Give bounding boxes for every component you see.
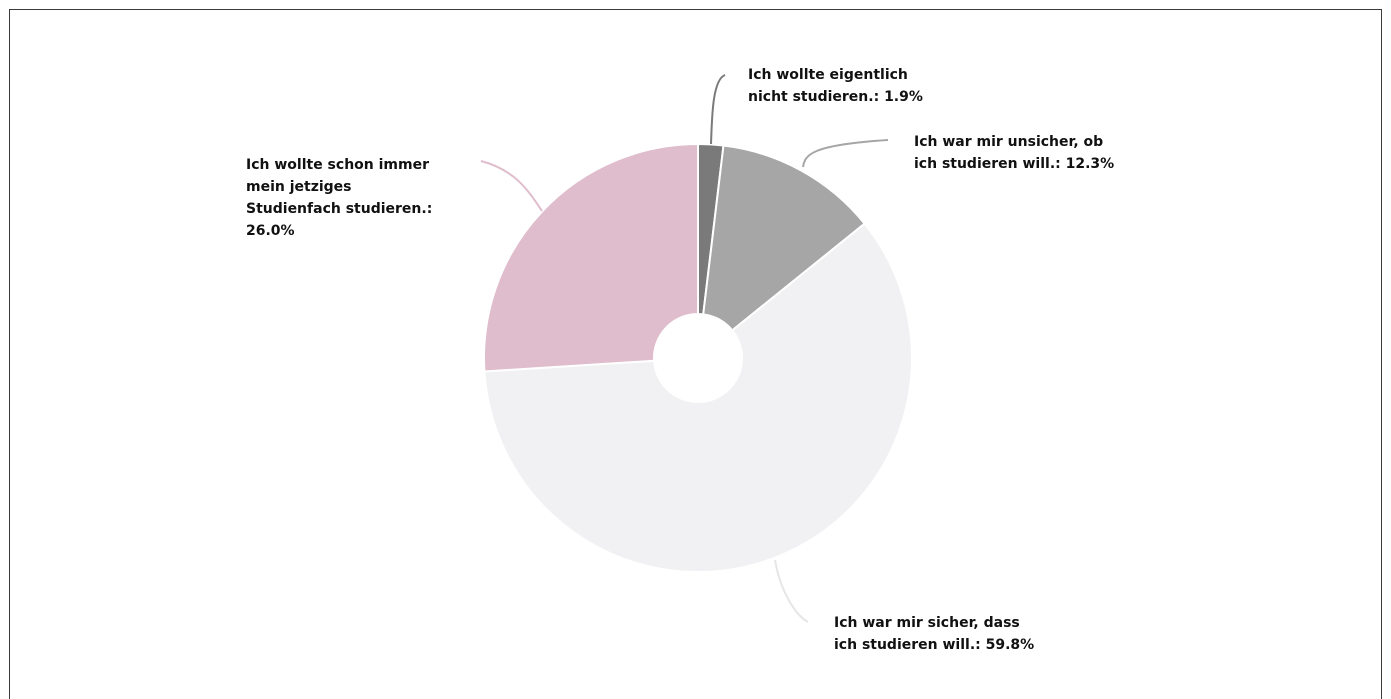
leader-line-2 bbox=[774, 559, 809, 623]
slice-label-line: ich studieren will.: 59.8% bbox=[834, 637, 1034, 653]
leader-line-1 bbox=[802, 139, 889, 168]
leader-line-3 bbox=[480, 160, 543, 212]
pie-slices bbox=[483, 142, 913, 573]
slice-label-line: Studienfach studieren.: bbox=[246, 201, 432, 217]
slice-label-line: Ich war mir unsicher, ob bbox=[914, 134, 1103, 150]
slice-label-line: 26.0% bbox=[246, 223, 295, 239]
slice-label-1: Ich war mir unsicher, ob ich studieren wi… bbox=[914, 134, 1114, 172]
pie-slice-1 bbox=[702, 144, 866, 332]
slice-labels: Ich wollte eigentlich nicht studieren.: 1… bbox=[246, 67, 1114, 653]
slice-label-line: mein jetziges bbox=[246, 179, 352, 195]
slice-label-0: Ich wollte eigentlich nicht studieren.: 1… bbox=[748, 67, 923, 105]
leader-line-0 bbox=[710, 74, 726, 145]
pie-slice-3 bbox=[483, 142, 699, 373]
slice-label-line: ich studieren will.: 12.3% bbox=[914, 156, 1114, 172]
pie-slice-2 bbox=[483, 222, 913, 573]
slice-label-line: nicht studieren.: 1.9% bbox=[748, 89, 923, 105]
slice-label-line: Ich wollte schon immer bbox=[246, 157, 429, 173]
slice-label-line: Ich war mir sicher, dass bbox=[834, 615, 1020, 631]
leader-lines bbox=[480, 74, 889, 623]
slice-label-3: Ich wollte schon immer mein jetziges Studi… bbox=[246, 157, 432, 239]
chart-frame bbox=[9, 9, 1382, 699]
slice-label-2: Ich war mir sicher, dass ich studieren wi… bbox=[834, 615, 1034, 653]
slice-label-line: Ich wollte eigentlich bbox=[748, 67, 908, 83]
